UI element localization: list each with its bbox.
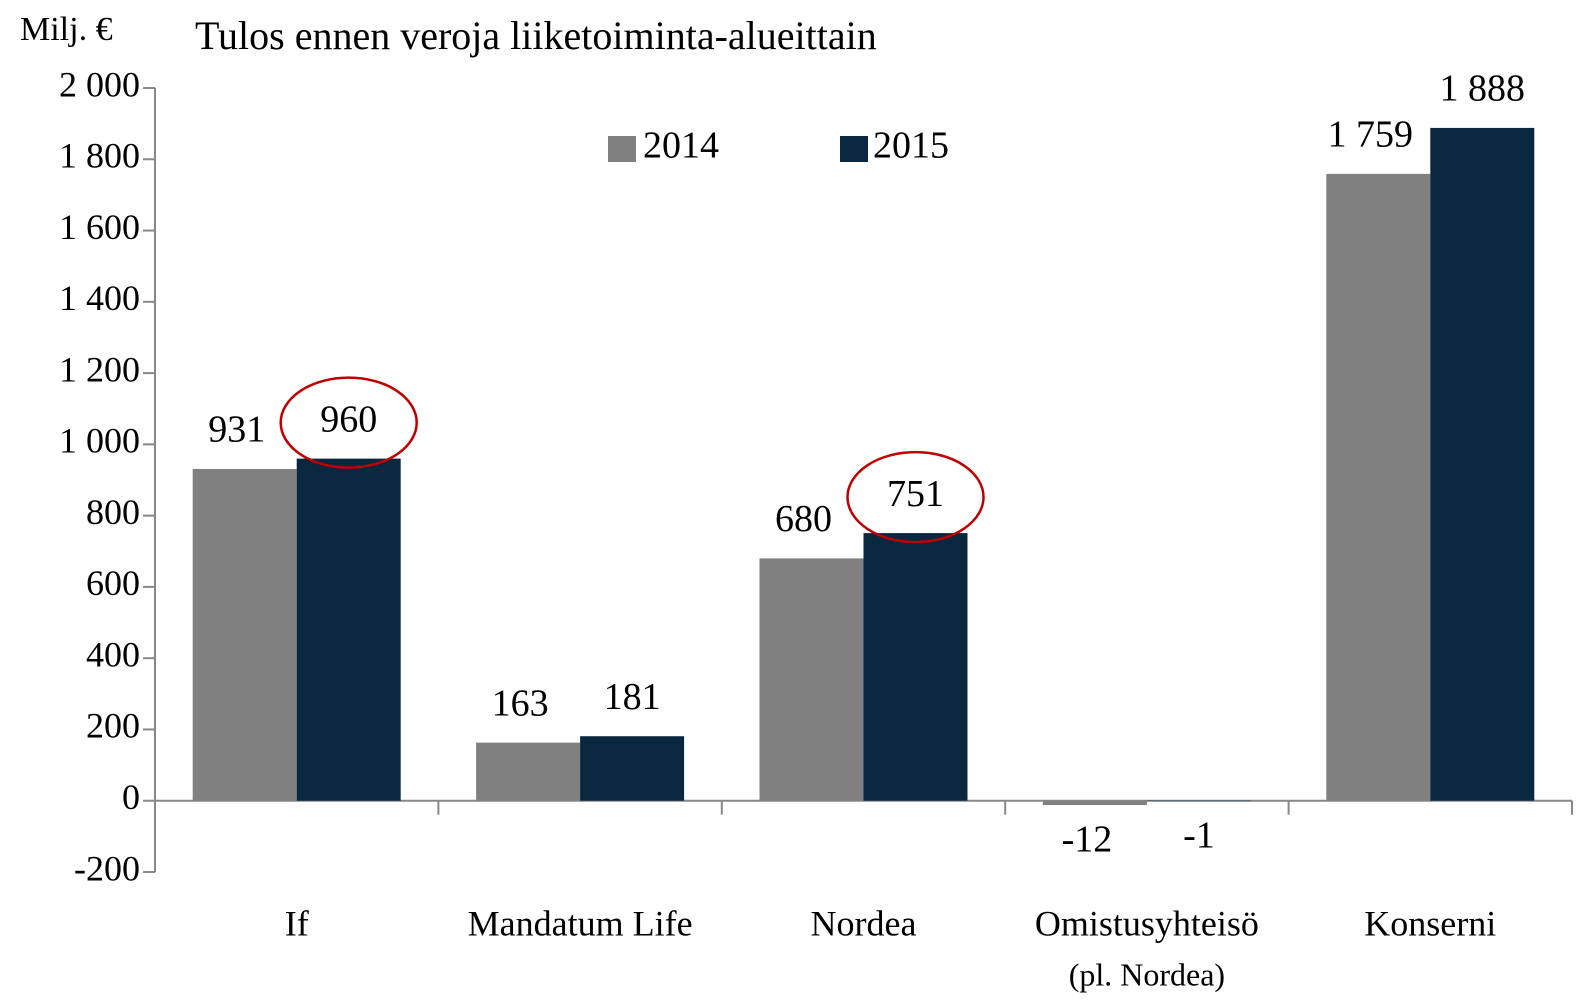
value-label: 931 <box>208 409 265 451</box>
value-label: 1 759 <box>1328 114 1414 156</box>
x-tick-label: If <box>285 903 309 943</box>
value-label: 163 <box>492 682 549 724</box>
y-tick-label: 1 600 <box>59 207 140 247</box>
y-tick-label: 600 <box>86 563 140 603</box>
highlight-circle <box>279 376 418 469</box>
value-label: 181 <box>604 676 661 718</box>
bar <box>476 742 581 801</box>
bar <box>192 468 297 801</box>
y-tick-label: -200 <box>74 848 140 888</box>
bar <box>296 458 401 801</box>
value-label: -1 <box>1183 814 1215 856</box>
x-tick-label: Konserni <box>1364 903 1496 943</box>
y-tick-label: 800 <box>86 492 140 532</box>
highlight-circle <box>846 450 985 544</box>
value-label: 751 <box>887 473 944 515</box>
legend-swatch <box>840 136 868 162</box>
y-tick-label: 200 <box>86 706 140 746</box>
y-tick-label: 1 200 <box>59 349 140 389</box>
legend-label: 2014 <box>643 125 719 167</box>
legend-label: 2015 <box>873 125 949 167</box>
bar <box>863 533 968 801</box>
chart-title: Tulos ennen veroja liiketoiminta-alueitt… <box>195 13 877 58</box>
y-tick-label: 0 <box>122 777 140 817</box>
y-tick-label: 400 <box>86 634 140 674</box>
value-label: 1 888 <box>1440 68 1526 110</box>
value-label: 680 <box>775 498 832 540</box>
y-tick-label: 1 400 <box>59 278 140 318</box>
bar <box>1430 127 1535 801</box>
y-axis-label: Milj. € <box>20 11 113 48</box>
bar <box>580 736 685 801</box>
x-tick-label: Omistusyhteisö <box>1035 903 1259 943</box>
x-tick-label: Mandatum Life <box>468 903 693 943</box>
value-label: -12 <box>1062 818 1113 860</box>
annotation: (pl. Nordea) <box>1069 956 1225 992</box>
y-tick-label: 2 000 <box>59 64 140 104</box>
bar <box>1326 173 1431 801</box>
bar <box>1042 800 1147 806</box>
legend-swatch <box>608 136 636 162</box>
bar <box>759 558 864 801</box>
y-tick-label: 1 800 <box>59 136 140 176</box>
x-tick-label: Nordea <box>811 903 917 943</box>
y-tick-label: 1 000 <box>59 421 140 461</box>
value-label: 960 <box>320 398 377 440</box>
